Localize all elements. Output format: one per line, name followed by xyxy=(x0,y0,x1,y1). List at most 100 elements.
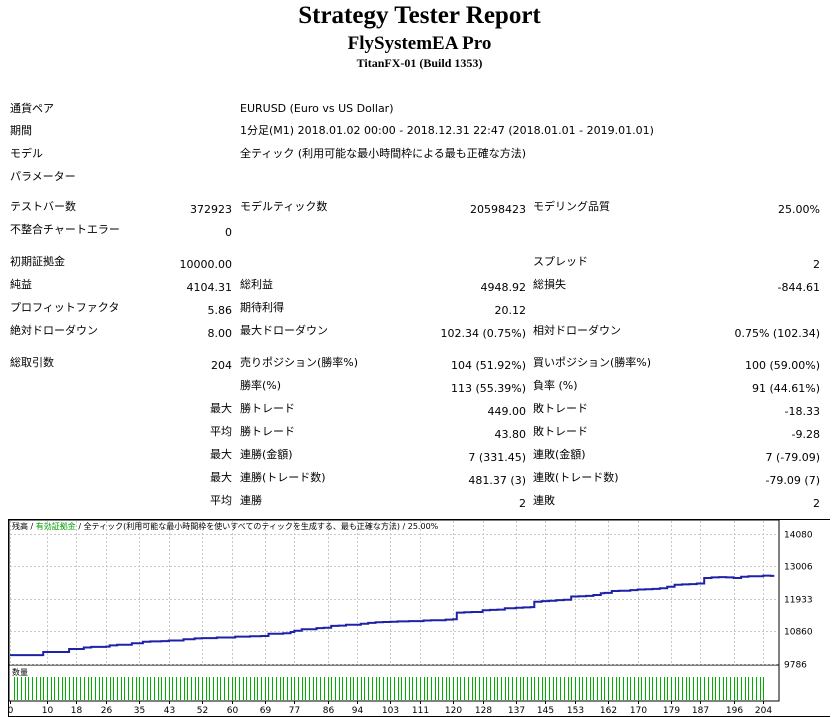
grossloss-value: -844.61 xyxy=(777,281,820,294)
mismatch-value: 0 xyxy=(225,226,232,239)
bars-value: 372923 xyxy=(190,203,232,216)
ticks-value: 20598423 xyxy=(470,203,526,216)
bars-label: テストバー数 xyxy=(10,200,76,213)
x-tick-label: 128 xyxy=(475,706,492,716)
avg-consec-wins-value: 2 xyxy=(519,497,526,510)
largest-loss-label: 敗トレード xyxy=(533,402,588,415)
period-label: 期間 xyxy=(10,124,32,137)
volume-bars xyxy=(14,677,764,700)
x-tick-label: 0 xyxy=(8,706,14,716)
pf-label: プロフィットファクタ xyxy=(10,301,120,314)
params-label: パラメーター xyxy=(10,170,76,183)
spread-label: スプレッド xyxy=(533,255,588,268)
symbol-value: EURUSD (Euro vs US Dollar) xyxy=(240,102,394,115)
x-tick-label: 77 xyxy=(289,706,300,716)
deposit-label: 初期証拠金 xyxy=(10,255,65,268)
symbol-label: 通貨ペア xyxy=(10,102,54,115)
quality-value: 25.00% xyxy=(778,203,820,216)
broker-build: TitanFX-01 (Build 1353) xyxy=(356,56,483,70)
consec-wins-money-label: 連勝(金額) xyxy=(240,448,293,461)
x-tick-label: 153 xyxy=(567,706,584,716)
y-tick-label: 10860 xyxy=(784,628,813,638)
y-tick-label: 11933 xyxy=(784,596,813,606)
long-value: 100 (59.00%) xyxy=(744,359,820,372)
avg-loss-label: 敗トレード xyxy=(533,425,588,438)
win-label: 勝率(%) xyxy=(240,379,282,392)
pf-value: 5.86 xyxy=(207,304,233,317)
x-tick-label: 26 xyxy=(101,706,113,716)
legend-sep-3: / xyxy=(400,522,408,531)
absdd-value: 8.00 xyxy=(207,327,233,340)
legend-desc: 全ティック(利用可能な最小時間枠を使いすべてのティックを生成する、最も正確な方法… xyxy=(84,521,400,531)
loss-value: 91 (44.61%) xyxy=(751,382,820,395)
avg-loss-value: -9.28 xyxy=(791,428,820,441)
largest-win-value: 449.00 xyxy=(487,405,527,418)
avg-win-label: 勝トレード xyxy=(240,425,295,438)
x-tick-label: 86 xyxy=(323,706,335,716)
x-axis-ticks xyxy=(10,701,764,704)
model-value: 全ティック (利用可能な最小時間枠による最も正確な方法) xyxy=(240,147,527,160)
payoff-value: 20.12 xyxy=(494,304,527,317)
max-prefix-1: 最大 xyxy=(210,402,232,415)
max-prefix-3: 最大 xyxy=(210,471,232,484)
grossprofit-value: 4948.92 xyxy=(480,281,527,294)
long-label: 買いポジション(勝率%) xyxy=(533,356,652,369)
x-tick-label: 170 xyxy=(630,706,647,716)
x-tick-label: 35 xyxy=(134,706,145,716)
absdd-label: 絶対ドローダウン xyxy=(10,324,98,337)
max-prefix-2: 最大 xyxy=(210,448,232,461)
x-axis-labels: 0 10 18 26 35 43 52 60 69 77 86 94 103 111 120 128 137 14… xyxy=(8,706,772,716)
grid xyxy=(10,521,778,665)
avg-consec-wins-label: 連勝 xyxy=(240,494,262,507)
x-tick-label: 18 xyxy=(71,706,83,716)
x-tick-label: 60 xyxy=(227,706,239,716)
legend-sep-2: / xyxy=(76,522,84,531)
x-tick-label: 162 xyxy=(600,706,617,716)
consec-profit-label: 連勝(トレード数) xyxy=(240,471,326,484)
x-tick-label: 145 xyxy=(537,706,554,716)
model-label: モデル xyxy=(10,147,43,160)
netprofit-value: 4104.31 xyxy=(186,281,233,294)
legend-equity: 有効証拠金 xyxy=(36,521,76,531)
x-tick-label: 52 xyxy=(197,706,208,716)
spread-value: 2 xyxy=(813,258,820,271)
consec-loss-money-value: 7 (-79.09) xyxy=(765,451,820,464)
reldd-label: 相対ドローダウン xyxy=(533,324,621,337)
quality-label: モデリング品質 xyxy=(533,200,610,213)
x-tick-label: 43 xyxy=(164,706,175,716)
y-tick-label: 14080 xyxy=(784,531,813,541)
y-axis-labels: 14080 13006 11933 10860 9786 xyxy=(784,531,813,671)
reldd-value: 0.75% (102.34) xyxy=(734,327,820,340)
short-label: 売りポジション(勝率%) xyxy=(240,356,359,369)
trades-value: 204 xyxy=(211,359,232,372)
trades-label: 総取引数 xyxy=(10,356,54,369)
mismatch-label: 不整合チャートエラー xyxy=(10,223,120,236)
maxdd-label: 最大ドローダウン xyxy=(240,324,328,337)
x-tick-label: 196 xyxy=(726,706,743,716)
balance-plot-area xyxy=(8,519,780,666)
balance-line xyxy=(10,574,775,657)
x-tick-label: 187 xyxy=(692,706,709,716)
consec-loss-money-label: 連敗(金額) xyxy=(533,448,586,461)
maxdd-value: 102.34 (0.75%) xyxy=(440,327,526,340)
win-value: 113 (55.39%) xyxy=(450,382,526,395)
period-value: 1分足(M1) 2018.01.02 00:00 - 2018.12.31 22… xyxy=(240,124,654,137)
y-tick-label: 13006 xyxy=(784,563,813,573)
volume-label: 数量 xyxy=(12,667,28,677)
x-tick-label: 120 xyxy=(445,706,462,716)
consec-profit-value: 481.37 (3) xyxy=(468,474,526,487)
consec-lossamt-value: -79.09 (7) xyxy=(765,474,820,487)
grossprofit-label: 総利益 xyxy=(240,278,273,291)
legend-sep-1: / xyxy=(28,522,36,531)
x-tick-label: 103 xyxy=(382,706,399,716)
chart-legend: 残高 / 有効証拠金 / 全ティック(利用可能な最小時間枠を使いすべてのティック… xyxy=(12,521,439,531)
grossloss-label: 総損失 xyxy=(533,278,566,291)
avg-consec-loss-label: 連敗 xyxy=(533,494,555,507)
x-tick-label: 69 xyxy=(260,706,272,716)
x-tick-label: 10 xyxy=(42,706,54,716)
loss-label: 負率 (%) xyxy=(533,379,578,392)
legend-balance: 残高 xyxy=(12,521,28,531)
consec-wins-money-value: 7 (331.45) xyxy=(468,451,526,464)
balance-chart: 14080 13006 11933 10860 9786 0 10 18 26 35 43 52 60… xyxy=(8,519,830,717)
x-tick-label: 179 xyxy=(663,706,680,716)
